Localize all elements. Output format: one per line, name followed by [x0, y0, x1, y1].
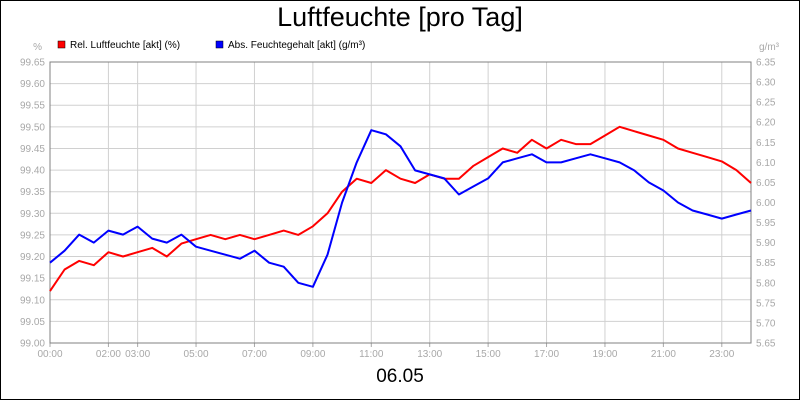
- legend-swatch-2: [215, 40, 224, 49]
- x-tick-label: 13:00: [417, 349, 442, 360]
- y-left-tick-label: 99.50: [20, 122, 45, 133]
- y-right-tick-label: 5.75: [756, 298, 776, 309]
- y-left-tick-label: 99.65: [20, 58, 45, 69]
- x-tick-label: 11:00: [359, 349, 384, 360]
- y-right-tick-label: 6.00: [756, 198, 776, 209]
- x-tick-label: 02:00: [96, 349, 121, 360]
- y-right-tick-label: 5.85: [756, 258, 776, 269]
- y-left-tick-label: 99.00: [20, 339, 45, 350]
- y-right-tick-label: 6.10: [756, 158, 776, 169]
- chart-title: Luftfeuchte [pro Tag]: [277, 2, 523, 32]
- y-right-unit: g/m³: [759, 42, 780, 53]
- y-left-tick-label: 99.45: [20, 144, 45, 155]
- y-right-tick-label: 6.35: [756, 58, 776, 69]
- y-right-tick-label: 6.15: [756, 138, 776, 149]
- legend-label-2: Abs. Feuchtegehalt [akt] (g/m³): [228, 40, 365, 51]
- y-right-tick-label: 6.30: [756, 78, 776, 89]
- y-left-tick-label: 99.15: [20, 274, 45, 285]
- series-line-1: [49, 125, 752, 292]
- x-tick-label: 09:00: [300, 349, 325, 360]
- x-tick-label: 05:00: [184, 349, 209, 360]
- grid: [49, 61, 751, 344]
- legend-label-1: Rel. Luftfeuchte [akt] (%): [70, 40, 180, 51]
- y-right-tick-label: 5.65: [756, 339, 776, 350]
- x-tick-label: 15:00: [476, 349, 501, 360]
- y-right-tick-label: 5.90: [756, 238, 776, 249]
- y-right-tick-label: 6.20: [756, 118, 776, 129]
- plot-border: [49, 61, 752, 344]
- y-left-tick-label: 99.05: [20, 317, 45, 328]
- y-left-tick-label: 99.30: [20, 209, 45, 220]
- series-line-2: [49, 129, 752, 288]
- y-left-tick-label: 99.20: [20, 252, 45, 263]
- date-label: 06.05: [376, 366, 424, 387]
- x-tick-label: 17:00: [534, 349, 559, 360]
- y-left-unit: %: [33, 42, 42, 53]
- legend-swatch-1: [57, 40, 66, 49]
- plot-area: [50, 62, 751, 343]
- axes: 99.00 99.05 99.10 99.15 99.20 99.25 99.30 99.35…: [20, 42, 780, 360]
- legend: Rel. Luftfeuchte [akt] (%) Abs. Feuchtege…: [57, 40, 365, 51]
- x-tick-label: 03:00: [125, 349, 150, 360]
- x-tick-label: 19:00: [592, 349, 617, 360]
- y-right-tick-label: 6.25: [756, 98, 776, 109]
- y-right-tick-label: 5.95: [756, 218, 776, 229]
- y-left-tick-label: 99.35: [20, 187, 45, 198]
- y-right-tick-label: 5.70: [756, 318, 776, 329]
- y-left-tick-label: 99.55: [20, 101, 45, 112]
- x-tick-label: 00:00: [37, 349, 62, 360]
- y-left-tick-label: 99.60: [20, 79, 45, 90]
- y-left-tick-label: 99.10: [20, 295, 45, 306]
- x-tick-label: 07:00: [242, 349, 267, 360]
- y-right-tick-label: 6.05: [756, 178, 776, 189]
- x-tick-label: 21:00: [651, 349, 676, 360]
- y-left-tick-label: 99.40: [20, 166, 45, 177]
- y-left-tick-label: 99.25: [20, 230, 45, 241]
- series-lines: [49, 125, 752, 292]
- y-right-tick-label: 5.80: [756, 278, 776, 289]
- x-tick-label: 23:00: [709, 349, 734, 360]
